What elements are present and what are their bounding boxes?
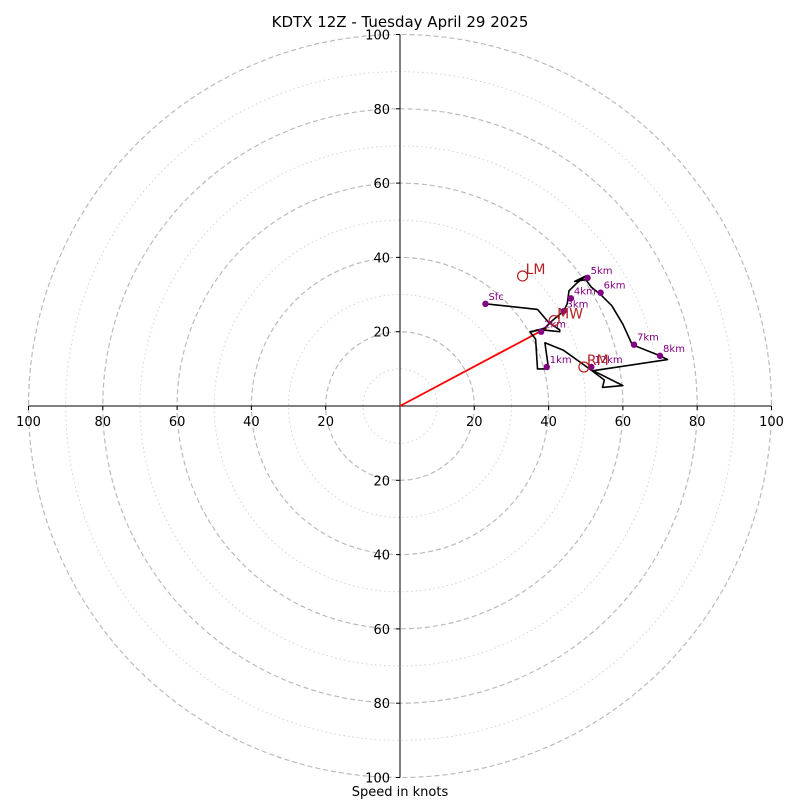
x-tick-label: 40 [243,415,260,430]
shear-vector [399,327,548,407]
chart-title: KDTX 12Z - Tuesday April 29 2025 [272,13,529,31]
height-label-8km: 8km [663,344,685,355]
y-tick-label: 20 [373,326,390,341]
y-tick-label: 20 [373,474,390,489]
y-tick-label: 60 [373,177,390,192]
height-marker-6km [597,289,604,296]
height-marker-8km [656,352,664,360]
axis-ticks: 100 80 60 40 20 20 40 60 80 100 100 80 60 40 20 20 40 60 8… [16,29,784,787]
x-tick-label: 80 [689,415,706,430]
hodograph-trace [485,275,669,389]
y-tick-label: 100 [365,29,390,44]
height-label-7km: 7km [637,333,659,344]
y-tick-label: 40 [373,251,390,266]
x-tick-label: 40 [540,415,557,430]
height-label-3km: 3km [566,299,588,310]
height-label-Sfc: Sfc [488,292,503,303]
x-tick-label: 60 [615,415,632,430]
storm-motion-label-LM: LM [526,262,546,278]
height-marker-7km [630,341,638,348]
height-label-1km: 1km [550,355,572,366]
x-tick-label: 60 [169,415,186,430]
height-label-12km: 12km [594,355,622,366]
storm-motion-marker-RM [578,361,590,373]
storm-motion-label-MW: MW [557,307,583,323]
height-marker-12km [588,363,595,371]
y-tick-label: 80 [373,697,390,712]
x-tick-label: 100 [759,415,784,430]
height-marker-3km [560,308,567,315]
height-marker-1km [543,363,550,371]
x-tick-label: 20 [466,415,483,430]
storm-motion-marker-LM [516,270,529,282]
x-axis-label: Speed in knots [352,785,449,800]
height-label-5km: 5km [591,266,613,277]
y-tick-label: 60 [373,623,390,638]
storm-motion-marker-MW [548,314,560,327]
height-marker-Sfc [482,300,489,308]
storm-motion-label-RM: RM [587,353,609,369]
y-tick-label: 40 [373,549,390,564]
height-marker-4km [567,295,575,302]
x-tick-label: 20 [317,415,334,430]
x-tick-label: 100 [16,415,41,430]
x-tick-label: 80 [95,415,112,430]
y-tick-label: 80 [373,103,390,118]
height-label-4km: 4km [574,286,596,297]
height-label-6km: 6km [604,281,626,292]
height-marker-5km [584,274,591,282]
height-marker-2km [537,328,545,335]
y-tick-label: 100 [365,772,390,787]
